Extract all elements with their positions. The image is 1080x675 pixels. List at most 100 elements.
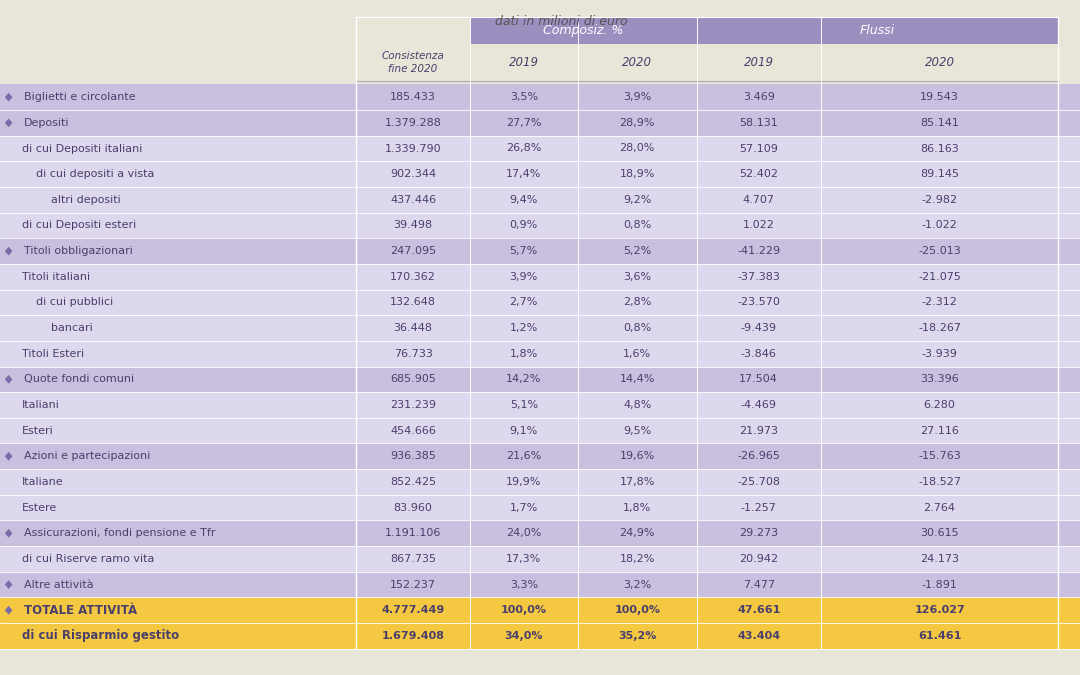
Text: 43.404: 43.404 <box>738 631 780 641</box>
Text: 2020: 2020 <box>622 56 652 69</box>
Text: 1.379.288: 1.379.288 <box>384 118 442 128</box>
Text: 39.498: 39.498 <box>393 221 433 230</box>
Text: Esteri: Esteri <box>22 426 53 435</box>
Text: Italiane: Italiane <box>22 477 64 487</box>
Text: Titoli italiani: Titoli italiani <box>22 272 90 281</box>
Text: 83.960: 83.960 <box>394 503 432 512</box>
Text: Altre attività: Altre attività <box>24 580 93 589</box>
Text: 1,8%: 1,8% <box>623 503 651 512</box>
Text: 33.396: 33.396 <box>920 375 959 384</box>
Text: 5,1%: 5,1% <box>510 400 538 410</box>
Text: Italiani: Italiani <box>22 400 59 410</box>
Text: 57.109: 57.109 <box>740 144 778 153</box>
Polygon shape <box>5 452 13 461</box>
Polygon shape <box>5 247 13 255</box>
Text: 152.237: 152.237 <box>390 580 436 589</box>
Text: 85.141: 85.141 <box>920 118 959 128</box>
Text: -9.439: -9.439 <box>741 323 777 333</box>
Text: 9,4%: 9,4% <box>510 195 538 205</box>
Text: Quote fondi comuni: Quote fondi comuni <box>24 375 134 384</box>
Polygon shape <box>5 375 13 383</box>
Bar <box>0 264 1080 290</box>
Text: 247.095: 247.095 <box>390 246 436 256</box>
Text: Assicurazioni, fondi pensione e Tfr: Assicurazioni, fondi pensione e Tfr <box>24 529 215 538</box>
Text: 5,7%: 5,7% <box>510 246 538 256</box>
Text: 454.666: 454.666 <box>390 426 436 435</box>
Bar <box>0 469 1080 495</box>
Text: -3.939: -3.939 <box>921 349 958 358</box>
Bar <box>0 495 1080 520</box>
Text: -2.312: -2.312 <box>921 298 958 307</box>
Text: -25.708: -25.708 <box>738 477 780 487</box>
Text: 14,2%: 14,2% <box>507 375 541 384</box>
Text: Azioni e partecipazioni: Azioni e partecipazioni <box>24 452 150 461</box>
Text: Composiz. %: Composiz. % <box>543 24 623 37</box>
Text: 1.339.790: 1.339.790 <box>384 144 442 153</box>
Bar <box>0 213 1080 238</box>
Text: 17,3%: 17,3% <box>507 554 541 564</box>
Text: 1,6%: 1,6% <box>623 349 651 358</box>
Text: 89.145: 89.145 <box>920 169 959 179</box>
Text: dati in milioni di euro: dati in milioni di euro <box>496 15 627 28</box>
Text: 24,0%: 24,0% <box>507 529 541 538</box>
Text: -1.257: -1.257 <box>741 503 777 512</box>
Text: TOTALE ATTIVITÀ: TOTALE ATTIVITÀ <box>24 603 137 617</box>
Text: 0,8%: 0,8% <box>623 323 651 333</box>
Text: 47.661: 47.661 <box>737 605 781 615</box>
Text: 126.027: 126.027 <box>915 605 964 615</box>
Polygon shape <box>5 580 13 589</box>
Text: Titoli Esteri: Titoli Esteri <box>22 349 84 358</box>
Text: -1.022: -1.022 <box>921 221 958 230</box>
Bar <box>0 597 1080 623</box>
Text: 9,5%: 9,5% <box>623 426 651 435</box>
Text: 36.448: 36.448 <box>393 323 433 333</box>
Text: 34,0%: 34,0% <box>504 631 543 641</box>
Text: -4.469: -4.469 <box>741 400 777 410</box>
Bar <box>0 136 1080 161</box>
Text: 28,0%: 28,0% <box>620 144 654 153</box>
Text: 185.433: 185.433 <box>390 92 436 102</box>
Text: -41.229: -41.229 <box>738 246 780 256</box>
Text: 9,1%: 9,1% <box>510 426 538 435</box>
Text: bancari: bancari <box>51 323 93 333</box>
Text: 2.764: 2.764 <box>923 503 956 512</box>
Text: Flussi: Flussi <box>860 24 895 37</box>
Text: 1.679.408: 1.679.408 <box>381 631 445 641</box>
Bar <box>0 443 1080 469</box>
Bar <box>0 418 1080 443</box>
Text: 2020: 2020 <box>924 56 955 69</box>
Text: 1.022: 1.022 <box>743 221 774 230</box>
Text: 52.402: 52.402 <box>739 169 779 179</box>
Text: 2019: 2019 <box>744 56 773 69</box>
Text: 35,2%: 35,2% <box>618 631 657 641</box>
Text: 26,8%: 26,8% <box>507 144 541 153</box>
Text: -37.383: -37.383 <box>738 272 780 281</box>
Text: -21.075: -21.075 <box>918 272 961 281</box>
Text: 18,2%: 18,2% <box>620 554 654 564</box>
Text: Consistenza
fine 2020: Consistenza fine 2020 <box>381 51 445 74</box>
Bar <box>0 84 1080 110</box>
Text: 4,8%: 4,8% <box>623 400 651 410</box>
Text: Titoli obbligazionari: Titoli obbligazionari <box>24 246 133 256</box>
Text: 100,0%: 100,0% <box>501 605 546 615</box>
Text: 132.648: 132.648 <box>390 298 436 307</box>
Text: 4.707: 4.707 <box>743 195 774 205</box>
Bar <box>697 17 1058 44</box>
Text: 86.163: 86.163 <box>920 144 959 153</box>
Text: -3.846: -3.846 <box>741 349 777 358</box>
Text: 3,5%: 3,5% <box>510 92 538 102</box>
Text: Estere: Estere <box>22 503 57 512</box>
Text: 58.131: 58.131 <box>740 118 778 128</box>
Polygon shape <box>5 606 13 614</box>
Text: 20.942: 20.942 <box>739 554 779 564</box>
Text: 24,9%: 24,9% <box>620 529 654 538</box>
Text: di cui depositi a vista: di cui depositi a vista <box>36 169 154 179</box>
Text: 0,8%: 0,8% <box>623 221 651 230</box>
Text: di cui Depositi esteri: di cui Depositi esteri <box>22 221 136 230</box>
Text: 0,9%: 0,9% <box>510 221 538 230</box>
Bar <box>0 546 1080 572</box>
Text: 437.446: 437.446 <box>390 195 436 205</box>
Text: 14,4%: 14,4% <box>620 375 654 384</box>
Bar <box>0 520 1080 546</box>
Text: Biglietti e circolante: Biglietti e circolante <box>24 92 135 102</box>
